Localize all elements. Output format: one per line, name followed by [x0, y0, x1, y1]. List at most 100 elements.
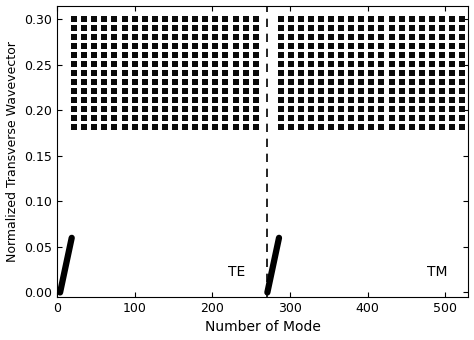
Point	[100, 106, 108, 112]
Point	[242, 61, 249, 67]
Point	[252, 26, 259, 31]
Point	[141, 34, 148, 40]
Point	[438, 34, 446, 40]
Point	[408, 79, 416, 85]
Point	[181, 88, 189, 94]
Point	[378, 44, 385, 49]
Point	[368, 79, 375, 85]
Point	[408, 26, 416, 31]
Point	[222, 17, 229, 22]
Point	[100, 70, 108, 76]
Point	[70, 70, 78, 76]
Point	[398, 97, 405, 103]
Point	[277, 106, 284, 112]
Point	[347, 34, 355, 40]
Point	[110, 17, 118, 22]
Point	[347, 115, 355, 120]
Point	[70, 97, 78, 103]
Point	[131, 106, 138, 112]
Point	[70, 52, 78, 58]
Point	[418, 88, 426, 94]
Point	[131, 70, 138, 76]
Point	[91, 115, 98, 120]
Point	[317, 34, 325, 40]
Point	[347, 79, 355, 85]
Point	[131, 79, 138, 85]
Point	[357, 26, 365, 31]
Point	[347, 26, 355, 31]
Point	[317, 124, 325, 130]
Point	[327, 70, 335, 76]
Point	[388, 124, 395, 130]
Point	[287, 26, 294, 31]
Point	[151, 61, 159, 67]
Point	[70, 88, 78, 94]
Point	[428, 70, 436, 76]
Point	[81, 124, 88, 130]
Point	[191, 34, 199, 40]
Point	[448, 79, 456, 85]
Point	[297, 115, 304, 120]
Point	[337, 79, 345, 85]
Point	[232, 52, 239, 58]
Point	[378, 124, 385, 130]
Point	[141, 44, 148, 49]
Point	[378, 52, 385, 58]
Point	[307, 17, 315, 22]
Point	[408, 115, 416, 120]
Point	[378, 79, 385, 85]
Point	[297, 106, 304, 112]
Point	[458, 61, 466, 67]
Point	[151, 34, 159, 40]
Point	[277, 44, 284, 49]
Point	[171, 17, 179, 22]
Point	[201, 17, 209, 22]
Point	[327, 88, 335, 94]
Point	[81, 79, 88, 85]
Point	[110, 26, 118, 31]
Point	[110, 88, 118, 94]
Point	[211, 106, 219, 112]
Point	[191, 88, 199, 94]
Point	[287, 97, 294, 103]
Point	[232, 106, 239, 112]
Point	[252, 17, 259, 22]
Point	[151, 106, 159, 112]
Point	[418, 17, 426, 22]
Point	[211, 70, 219, 76]
Point	[81, 44, 88, 49]
Point	[388, 61, 395, 67]
Point	[327, 52, 335, 58]
Point	[408, 52, 416, 58]
Point	[171, 115, 179, 120]
Point	[307, 61, 315, 67]
Point	[418, 44, 426, 49]
Point	[378, 61, 385, 67]
Point	[201, 61, 209, 67]
Point	[91, 44, 98, 49]
Point	[171, 106, 179, 112]
Point	[121, 106, 128, 112]
Point	[287, 88, 294, 94]
Point	[110, 34, 118, 40]
Point	[297, 70, 304, 76]
Point	[121, 61, 128, 67]
Point	[81, 106, 88, 112]
Point	[438, 115, 446, 120]
Point	[428, 17, 436, 22]
Point	[307, 52, 315, 58]
Point	[448, 115, 456, 120]
Point	[277, 34, 284, 40]
Point	[151, 52, 159, 58]
Point	[317, 97, 325, 103]
Point	[458, 44, 466, 49]
Point	[222, 26, 229, 31]
Point	[438, 61, 446, 67]
Point	[252, 61, 259, 67]
Point	[121, 70, 128, 76]
Point	[428, 88, 436, 94]
Point	[458, 70, 466, 76]
Point	[141, 97, 148, 103]
Point	[297, 17, 304, 22]
Point	[418, 97, 426, 103]
